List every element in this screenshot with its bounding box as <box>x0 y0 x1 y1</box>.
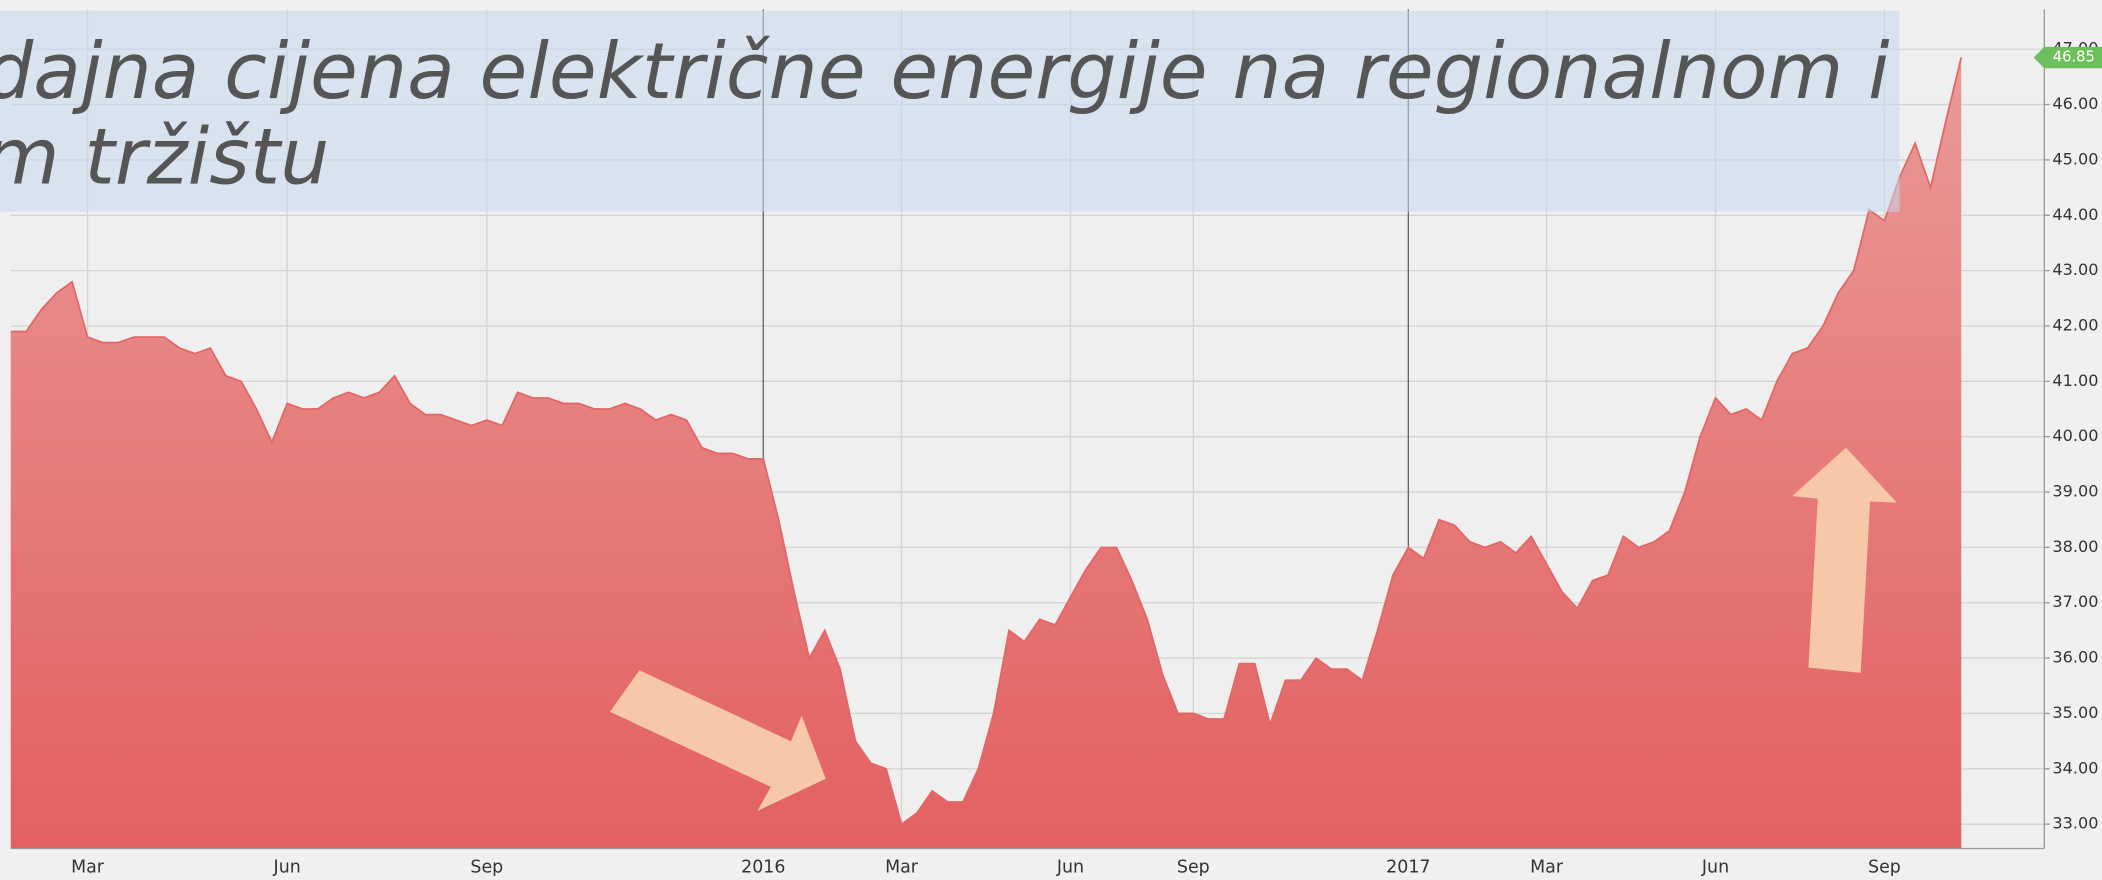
y-tick-label: 37.00 <box>2052 592 2098 611</box>
x-tick-label: Mar <box>885 858 919 878</box>
y-tick-label: 45.00 <box>2052 149 2098 168</box>
y-tick-label: 35.00 <box>2052 703 2098 722</box>
y-tick-label: 38.00 <box>2052 537 2098 556</box>
arrow-up <box>1792 447 1897 673</box>
arrow-down <box>609 670 826 811</box>
line <box>10 57 1963 826</box>
x-tick-label: Sep <box>1177 858 1210 878</box>
y-tick-label: 33.00 <box>2052 814 2098 833</box>
x-tick-label: Jun <box>273 858 301 878</box>
x-tick-label: Sep <box>470 858 503 878</box>
y-tick-label: 39.00 <box>2052 482 2098 501</box>
last-value-tag <box>2033 46 2102 69</box>
x-tick-label: Jun <box>1701 858 1729 878</box>
x-tick-label: Mar <box>1530 858 1564 878</box>
chart-title: dajna cijena električne energije na regi… <box>0 27 1890 117</box>
chart-title: m tržištu <box>0 113 329 203</box>
x-tick-label: Jun <box>1056 858 1084 878</box>
y-tick-label: 36.00 <box>2052 648 2098 667</box>
y-tick-label: 44.00 <box>2052 205 2098 224</box>
y-tick-label: 42.00 <box>2052 315 2098 334</box>
x-tick-label: 2017 <box>1386 858 1430 878</box>
title-box <box>0 10 1900 212</box>
x-tick-label: Mar <box>71 858 105 878</box>
area <box>10 57 1962 849</box>
y-tick-label: 34.00 <box>2052 758 2098 777</box>
y-tick-label: 40.00 <box>2052 426 2098 445</box>
y-tick-label: 43.00 <box>2052 260 2098 279</box>
last-value-label: 46.85 <box>2053 49 2095 66</box>
x-tick-label: 2016 <box>741 858 785 878</box>
y-tick-label: 46.00 <box>2052 94 2098 113</box>
y-tick-label: 41.00 <box>2052 371 2098 390</box>
x-tick-label: Sep <box>1868 858 1901 878</box>
